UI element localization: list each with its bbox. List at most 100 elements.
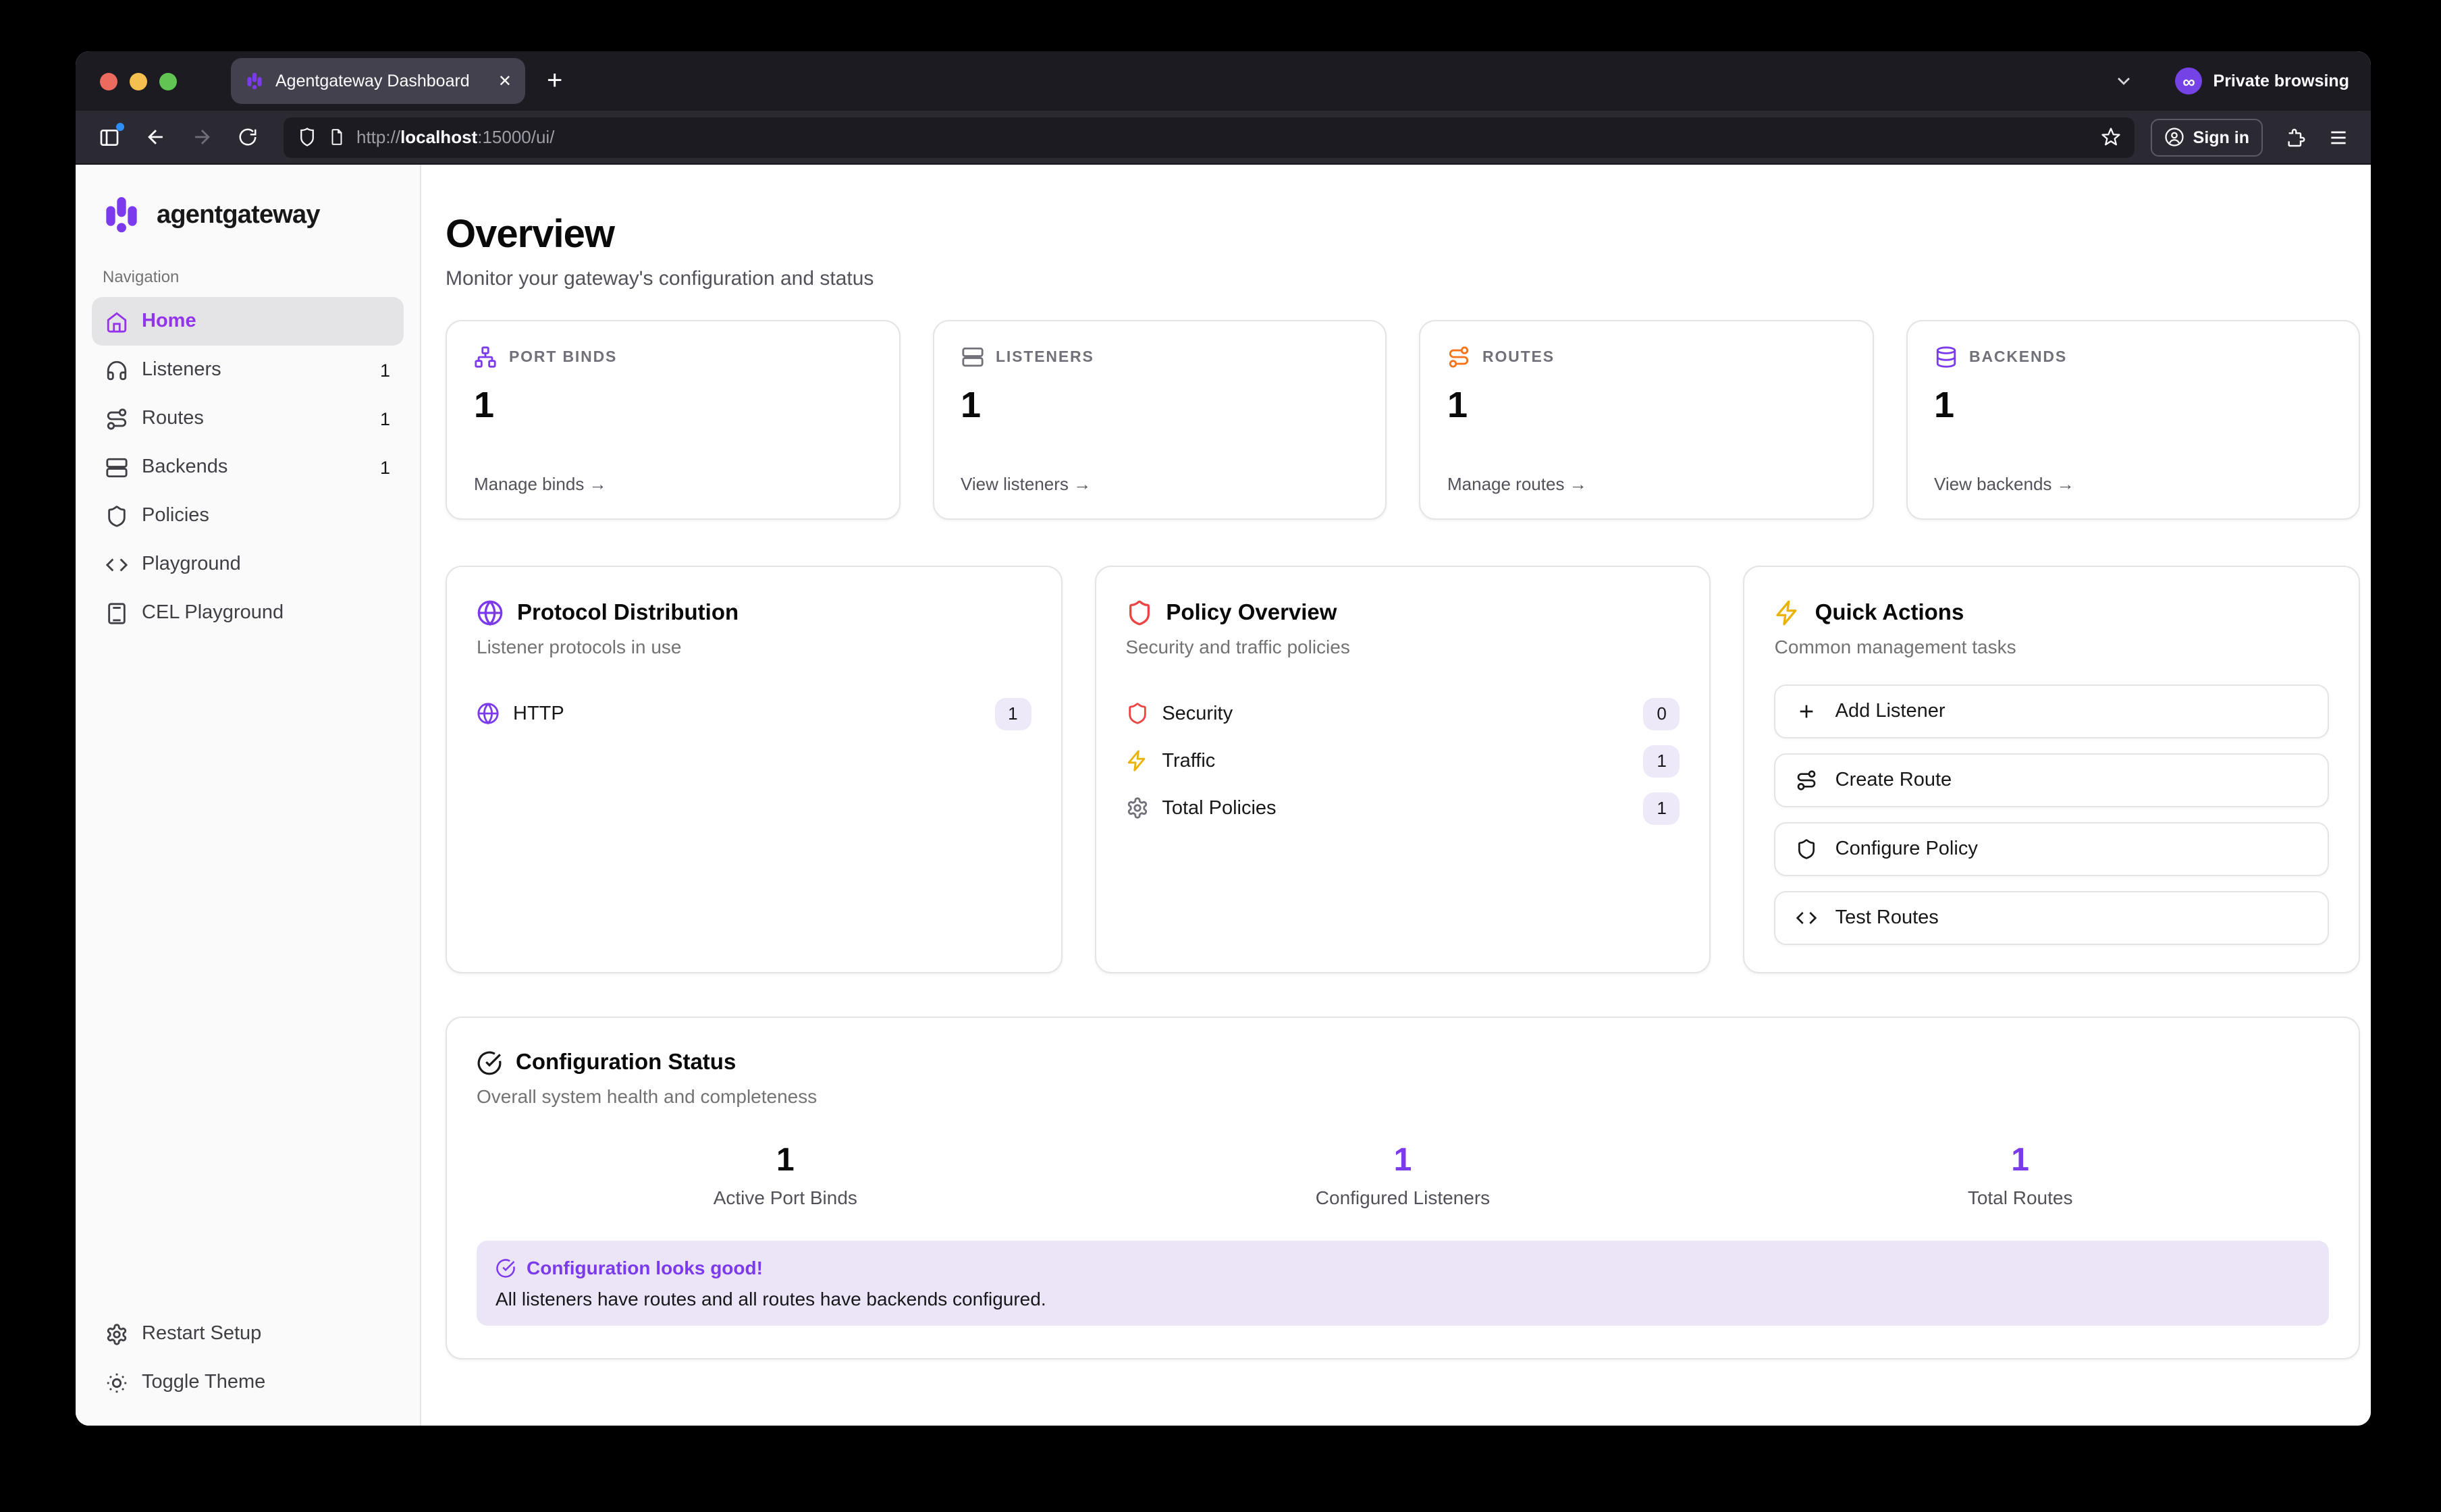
- bookmark-star-icon[interactable]: [2101, 127, 2122, 147]
- sidebar-item-label: Listeners: [142, 359, 221, 381]
- tab-list-chevron-icon[interactable]: [2114, 70, 2135, 92]
- protocol-label: HTTP: [513, 703, 564, 724]
- maximize-window-button[interactable]: [159, 72, 177, 90]
- policy-row-security: Security 0: [1125, 690, 1680, 737]
- sidebar-toggle-button[interactable]: [89, 118, 130, 156]
- configuration-status-card: Configuration Status Overall system heal…: [446, 1017, 2360, 1359]
- sidebar-item-cel-playground[interactable]: CEL Playground: [92, 589, 404, 637]
- sidebar-item-label: CEL Playground: [142, 602, 284, 624]
- policy-label: Security: [1162, 703, 1233, 724]
- server-icon: [105, 456, 128, 479]
- globe-icon: [477, 599, 504, 626]
- metric-total-routes: 1 Total Routes: [1711, 1142, 2329, 1208]
- stat-card-port-binds: PORT BINDS 1 Manage binds →: [446, 320, 900, 520]
- config-metrics: 1 Active Port Binds 1 Configured Listene…: [477, 1142, 2329, 1208]
- new-tab-button[interactable]: +: [547, 65, 562, 97]
- overview-cards-row: Protocol Distribution Listener protocols…: [446, 566, 2360, 973]
- network-icon: [474, 346, 497, 369]
- metric-label: Total Routes: [1711, 1187, 2329, 1208]
- gear-icon: [105, 1322, 128, 1345]
- sidebar-item-count: 1: [380, 360, 390, 380]
- private-browsing-mask-icon: ∞: [2176, 68, 2203, 94]
- gear-icon: [1125, 796, 1148, 819]
- policy-row-traffic: Traffic 1: [1125, 737, 1680, 784]
- test-routes-button[interactable]: Test Routes: [1775, 891, 2329, 945]
- page-info-icon[interactable]: [328, 128, 346, 146]
- add-listener-button[interactable]: Add Listener: [1775, 684, 2329, 738]
- restart-setup-label: Restart Setup: [142, 1323, 261, 1345]
- sign-in-label: Sign in: [2193, 128, 2249, 146]
- card-subtitle: Overall system health and completeness: [477, 1085, 2329, 1107]
- test-routes-label: Test Routes: [1835, 907, 1939, 929]
- stat-card-backends: BACKENDS 1 View backends →: [1906, 320, 2360, 520]
- create-route-button[interactable]: Create Route: [1775, 753, 2329, 807]
- route-icon: [1447, 346, 1470, 369]
- plus-icon: [1796, 701, 1818, 722]
- sidebar-item-label: Playground: [142, 554, 241, 575]
- browser-titlebar: Agentgateway Dashboard ✕ + ∞ Private bro…: [76, 51, 2371, 111]
- stat-card-listeners: LISTENERS 1 View listeners →: [932, 320, 1387, 520]
- database-icon: [1934, 346, 1957, 369]
- address-bar[interactable]: http://localhost:15000/ui/: [284, 117, 2135, 157]
- back-button[interactable]: [135, 118, 176, 156]
- stat-card-routes: ROUTES 1 Manage routes →: [1419, 320, 1873, 520]
- browser-tab[interactable]: Agentgateway Dashboard ✕: [231, 58, 525, 104]
- calculator-icon: [105, 601, 128, 624]
- view-listeners-link[interactable]: View listeners →: [961, 474, 1358, 494]
- forward-button[interactable]: [181, 118, 221, 156]
- lightning-icon: [1775, 599, 1802, 626]
- stat-value: 1: [474, 385, 871, 427]
- stat-cards-row: PORT BINDS 1 Manage binds → LISTENERS 1 …: [446, 320, 2360, 520]
- sign-in-button[interactable]: Sign in: [2151, 118, 2263, 156]
- banner-title: Configuration looks good!: [527, 1257, 763, 1278]
- window-controls[interactable]: [100, 72, 177, 90]
- quick-actions-card: Quick Actions Common management tasks Ad…: [1744, 566, 2360, 973]
- configure-policy-button[interactable]: Configure Policy: [1775, 822, 2329, 876]
- page-subtitle: Monitor your gateway's configuration and…: [446, 267, 2360, 290]
- view-backends-link[interactable]: View backends →: [1934, 474, 2332, 494]
- tracking-protection-shield-icon[interactable]: [297, 127, 317, 147]
- minimize-window-button[interactable]: [130, 72, 147, 90]
- sidebar-item-backends[interactable]: Backends 1: [92, 443, 404, 491]
- sidebar-item-count: 1: [380, 457, 390, 477]
- headphones-icon: [105, 358, 128, 381]
- sidebar-item-policies[interactable]: Policies: [92, 491, 404, 540]
- tab-close-icon[interactable]: ✕: [498, 72, 512, 90]
- menu-hamburger-icon[interactable]: [2319, 118, 2357, 156]
- shield-icon: [105, 504, 128, 527]
- metric-label: Active Port Binds: [477, 1187, 1094, 1208]
- sidebar-item-listeners[interactable]: Listeners 1: [92, 346, 404, 394]
- sidebar-item-routes[interactable]: Routes 1: [92, 394, 404, 443]
- sidebar-item-playground[interactable]: Playground: [92, 540, 404, 589]
- desktop: Agentgateway Dashboard ✕ + ∞ Private bro…: [0, 0, 2441, 1512]
- protocol-distribution-card: Protocol Distribution Listener protocols…: [446, 566, 1062, 973]
- extensions-puzzle-icon[interactable]: [2276, 118, 2314, 156]
- reload-button[interactable]: [227, 118, 267, 156]
- home-icon: [105, 310, 128, 333]
- private-browsing-badge: ∞ Private browsing: [2176, 68, 2349, 94]
- create-route-label: Create Route: [1835, 770, 1952, 791]
- check-circle-icon: [477, 1050, 502, 1076]
- shield-icon: [1125, 702, 1148, 725]
- policy-count-badge: 1: [1644, 745, 1680, 777]
- add-listener-label: Add Listener: [1835, 701, 1946, 722]
- url-text[interactable]: http://localhost:15000/ui/: [356, 127, 554, 147]
- route-icon: [1796, 770, 1818, 791]
- sidebar-item-label: Policies: [142, 505, 209, 526]
- manage-binds-link[interactable]: Manage binds →: [474, 474, 871, 494]
- restart-setup-button[interactable]: Restart Setup: [92, 1310, 404, 1358]
- policy-label: Total Policies: [1162, 797, 1276, 819]
- stat-value: 1: [1447, 385, 1845, 427]
- toggle-theme-button[interactable]: Toggle Theme: [92, 1358, 404, 1407]
- close-window-button[interactable]: [100, 72, 117, 90]
- configure-policy-label: Configure Policy: [1835, 838, 1978, 860]
- metric-label: Configured Listeners: [1094, 1187, 1712, 1208]
- sun-icon: [105, 1371, 128, 1394]
- metric-value: 1: [1094, 1142, 1712, 1180]
- sidebar-item-home[interactable]: Home: [92, 297, 404, 346]
- manage-routes-link[interactable]: Manage routes →: [1447, 474, 1845, 494]
- browser-window: Agentgateway Dashboard ✕ + ∞ Private bro…: [76, 51, 2371, 1426]
- card-subtitle: Common management tasks: [1775, 636, 2329, 657]
- nav-section-label: Navigation: [92, 259, 404, 297]
- globe-icon: [477, 702, 500, 725]
